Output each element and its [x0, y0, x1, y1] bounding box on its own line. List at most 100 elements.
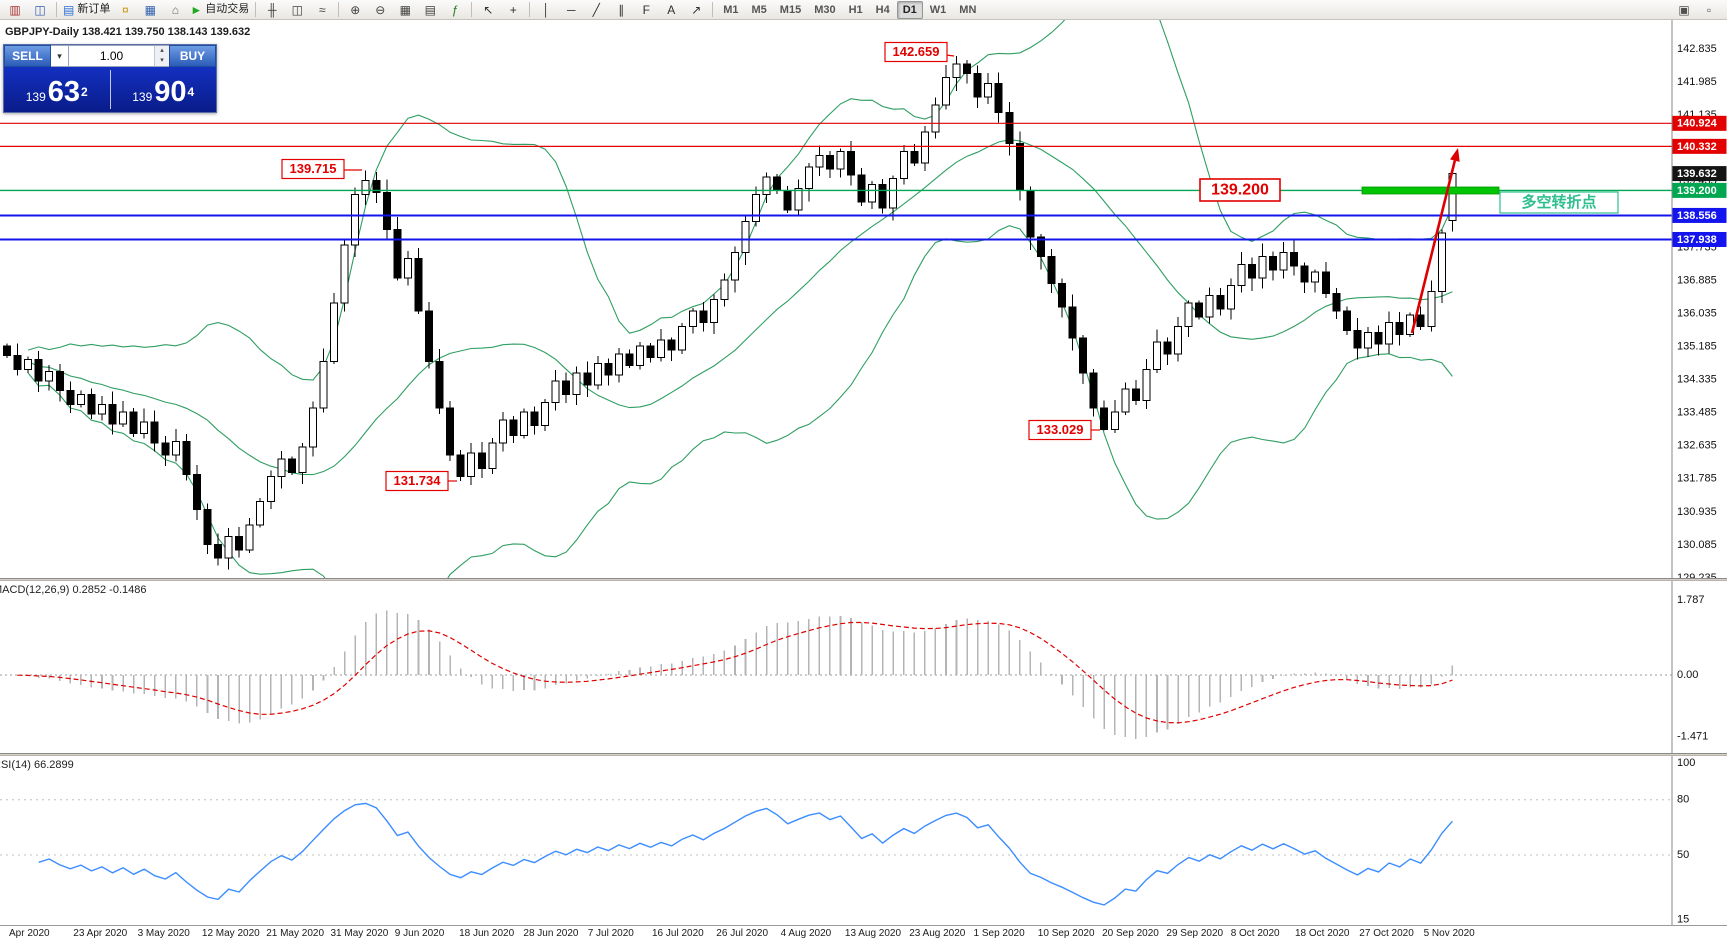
svg-text:134.335: 134.335	[1677, 374, 1717, 386]
auto-arrange-icon: ▤	[424, 2, 436, 17]
rsi-axis[interactable]: 100 80 50 15	[1671, 756, 1727, 925]
date-axis-label: 13 Aug 2020	[844, 928, 902, 939]
date-axis-label: Apr 2020	[9, 928, 50, 939]
price-annotation-label[interactable]	[1028, 419, 1092, 441]
buy-price-pip: 4	[187, 85, 195, 99]
candlestick-chart-icon[interactable]: ◫	[285, 1, 309, 19]
macd-panel-chart[interactable]: 1.787 0.00 -1.471	[0, 581, 1727, 753]
arrows-icon[interactable]: ↗	[684, 1, 708, 19]
svg-text:136.885: 136.885	[1677, 274, 1717, 286]
bollinger-middle-band	[27, 139, 1453, 476]
equidistant-channel-icon[interactable]: ∥	[609, 1, 633, 19]
sell-button[interactable]: SELL	[4, 45, 51, 67]
svg-text:15: 15	[1677, 913, 1689, 925]
line-chart-icon[interactable]: ≈	[310, 1, 334, 19]
price-annotation-label[interactable]	[884, 41, 948, 63]
toolbar: ▥ ◫ ▤ 新订单 ¤ ▦ ⌂ ► 自动交易 ╫ ◫ ≈ ⊕ ⊖ ▦ ▤ ƒ ↖ + │ ─ ╱ ∥ F A ↗ M1 M5 M15 M3…	[0, 0, 1727, 20]
date-axis-label: 21 May 2020	[266, 928, 325, 939]
fibonacci-icon[interactable]: F	[634, 1, 658, 19]
navigator-icon[interactable]: ⌂	[163, 1, 187, 19]
new-chart-icon[interactable]: ▥	[3, 1, 27, 19]
chevron-down-icon: ▾	[57, 50, 62, 61]
docking-icon[interactable]: ▫	[1697, 1, 1721, 19]
lot-decrease-button[interactable]: ▾	[155, 56, 169, 66]
cursor-icon[interactable]: ↖	[476, 1, 500, 19]
auto-arrange-icon[interactable]: ▤	[418, 1, 442, 19]
trend-arrow[interactable]	[1410, 160, 1457, 334]
sell-price[interactable]: 139 63 2	[4, 67, 110, 112]
new-order-button-label: 新订单	[77, 3, 111, 15]
candlestick-series	[3, 55, 1457, 570]
timeframe-d1-button[interactable]: D1	[896, 0, 923, 19]
text-label-icon: A	[667, 2, 676, 17]
timeframe-m1-button[interactable]: M1	[723, 3, 739, 16]
date-axis-label: 9 Jun 2020	[394, 928, 445, 939]
data-window-icon[interactable]: ▦	[138, 1, 162, 19]
order-type-dropdown[interactable]: ▾	[51, 45, 69, 67]
autotrading-button[interactable]: ► 自动交易	[188, 1, 251, 19]
crosshair-icon: +	[509, 2, 517, 17]
market-watch-icon[interactable]: ¤	[113, 1, 137, 19]
chart-profiles-icon: ◫	[34, 2, 46, 17]
trendline-icon[interactable]: ╱	[584, 1, 608, 19]
rsi-panel-chart[interactable]: 100 80 50 15	[0, 756, 1727, 925]
timeframe-m30-button[interactable]: M30	[814, 3, 836, 16]
timeframe-mn-button[interactable]: MN	[959, 3, 977, 16]
tile-windows-icon: ▦	[399, 2, 411, 17]
ohlc-bars-icon[interactable]: ╫	[260, 1, 284, 19]
new-order-button: ▤	[63, 2, 75, 17]
text-label-icon[interactable]: A	[659, 1, 683, 19]
date-axis-label: 7 Jul 2020	[587, 928, 634, 939]
svg-text:50: 50	[1677, 849, 1689, 861]
zoom-out-icon[interactable]: ⊖	[368, 1, 392, 19]
buy-price[interactable]: 139 90 4	[111, 67, 217, 112]
panel-separator[interactable]	[0, 753, 1727, 756]
date-axis-label: 16 Jul 2020	[652, 928, 704, 939]
svg-text:137.938: 137.938	[1677, 234, 1717, 246]
price-axis[interactable]: 142.835141.985141.135140.285139.435138.5…	[1671, 20, 1727, 580]
date-axis-label: 26 Jul 2020	[716, 928, 769, 939]
chart-window-icon[interactable]: ▣	[1672, 1, 1696, 19]
price-annotation-label[interactable]	[1199, 178, 1281, 202]
price-annotation-label[interactable]	[281, 158, 345, 180]
turning-point-note[interactable]	[1499, 191, 1619, 214]
macd-axis[interactable]: 1.787 0.00 -1.471	[1671, 581, 1727, 753]
indicators-icon[interactable]: ƒ	[443, 1, 467, 19]
lot-size-input[interactable]	[69, 46, 154, 66]
chart-profiles-icon[interactable]: ◫	[28, 1, 52, 19]
rsi-indicator-label: RSI(14) 66.2899	[0, 759, 74, 771]
buy-button[interactable]: BUY	[169, 45, 216, 67]
svg-text:139.715: 139.715	[290, 161, 337, 176]
timeframe-m15-button[interactable]: M15	[779, 3, 802, 16]
tile-windows-icon[interactable]: ▦	[393, 1, 417, 19]
date-axis-label: 4 Aug 2020	[780, 928, 832, 939]
arrows-icon: ↗	[691, 2, 702, 17]
ohlc-bars-icon: ╫	[267, 2, 277, 17]
date-axis-label: 5 Nov 2020	[1423, 928, 1475, 939]
navigator-icon: ⌂	[171, 2, 179, 17]
support-zone-highlight[interactable]	[1361, 186, 1500, 195]
new-order-button[interactable]: ▤ 新订单	[61, 1, 112, 19]
lot-increase-button[interactable]: ▴	[155, 46, 169, 56]
crosshair-icon[interactable]: +	[501, 1, 525, 19]
autotrading-button-label: 自动交易	[205, 3, 250, 15]
panel-separator[interactable]	[0, 578, 1727, 581]
price-badge	[1672, 138, 1727, 154]
vertical-line-icon[interactable]: │	[534, 1, 558, 19]
date-axis[interactable]: Apr 2020 23 Apr 2020 3 May 2020 12 May 2020…	[0, 925, 1727, 942]
price-annotation-label[interactable]	[385, 470, 449, 492]
timeframe-w1-button[interactable]: W1	[929, 3, 947, 16]
price-chart[interactable]: 142.659 139.715 131.734 133.029 139.200 多空转折点…	[0, 20, 1727, 580]
zoom-in-icon[interactable]: ⊕	[343, 1, 367, 19]
date-axis-label: 1 Sep 2020	[973, 928, 1025, 939]
timeframe-h1-button[interactable]: H1	[848, 3, 863, 16]
horizontal-line-icon[interactable]: ─	[559, 1, 583, 19]
timeframe-m5-button[interactable]: M5	[751, 3, 767, 16]
autotrading-button: ►	[190, 2, 203, 17]
date-axis-label: 27 Oct 2020	[1359, 928, 1414, 939]
svg-text:141.985: 141.985	[1677, 76, 1717, 88]
svg-text:139.200: 139.200	[1677, 185, 1717, 197]
macd-signal-line	[17, 621, 1453, 724]
chart-window: GBPJPY-Daily 138.421 139.750 138.143 139…	[0, 20, 1727, 942]
timeframe-h4-button[interactable]: H4	[875, 3, 890, 16]
